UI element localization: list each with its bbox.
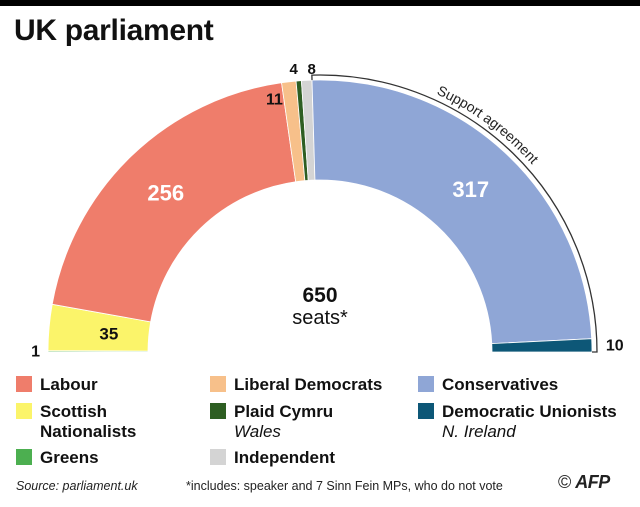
legend-label: Democratic Unionists <box>442 402 617 421</box>
total-seats-value: 650 <box>302 284 337 307</box>
seat-label-democratic-unionists: 10 <box>606 337 624 354</box>
legend-swatch <box>16 376 32 392</box>
seat-segments <box>47 79 593 353</box>
seat-label-labour: 256 <box>147 180 184 205</box>
seat-label-independent: 8 <box>308 61 316 78</box>
legend-swatch <box>16 403 32 419</box>
legend-item-greens: Greens <box>16 448 99 468</box>
legend-item-independent: Independent <box>210 448 335 468</box>
seat-label-conservatives: 317 <box>452 177 489 202</box>
legend-label: Conservatives <box>442 375 559 394</box>
legend-swatch <box>16 449 32 465</box>
seat-label-liberal-democrats: 11 <box>266 92 283 109</box>
legend-swatch <box>210 376 226 392</box>
legend-item-conservatives: Conservatives <box>418 375 558 395</box>
legend-item-labour: Labour <box>16 375 98 395</box>
seat-label-scottish-nationalists: 35 <box>99 324 118 343</box>
legend-sublabel: Wales <box>234 422 281 441</box>
legend-label: Liberal Democrats <box>234 375 383 394</box>
support-agreement-bracket <box>311 74 598 353</box>
chart-title: UK parliament <box>14 14 214 47</box>
segment-labour <box>51 82 297 323</box>
legend-swatch <box>418 376 434 392</box>
legend-item-plaid-cymru: Plaid Cymru Wales <box>210 402 333 442</box>
afp-logo: © AFP <box>558 472 610 493</box>
legend-item-scottish-nationalists: Scottish Nationalists <box>16 402 150 442</box>
legend-swatch <box>210 449 226 465</box>
legend-label: Plaid Cymru <box>234 402 334 421</box>
legend-label: Scottish Nationalists <box>40 402 137 441</box>
segment-democratic-unionists <box>491 338 593 353</box>
legend-item-liberal-democrats: Liberal Democrats <box>210 375 382 395</box>
legend-label: Greens <box>40 448 99 467</box>
legend-label: Independent <box>234 448 336 467</box>
footnote-text: *includes: speaker and 7 Sinn Fein MPs, … <box>186 479 503 493</box>
afp-wordmark: AFP <box>575 472 610 492</box>
legend-sublabel: N. Ireland <box>442 422 516 441</box>
legend-swatch <box>210 403 226 419</box>
seat-label-greens: 1 <box>31 343 40 360</box>
copyright-icon: © <box>558 472 572 492</box>
legend-label: Labour <box>40 375 98 394</box>
legend-swatch <box>418 403 434 419</box>
segment-conservatives <box>311 79 593 345</box>
top-bar <box>0 0 640 6</box>
seat-label-plaid-cymru: 4 <box>290 61 299 78</box>
total-seats-unit: seats* <box>292 307 348 329</box>
legend-item-democratic-unionists: Democratic Unionists N. Ireland <box>418 402 617 442</box>
source-text: Source: parliament.uk <box>16 479 138 493</box>
